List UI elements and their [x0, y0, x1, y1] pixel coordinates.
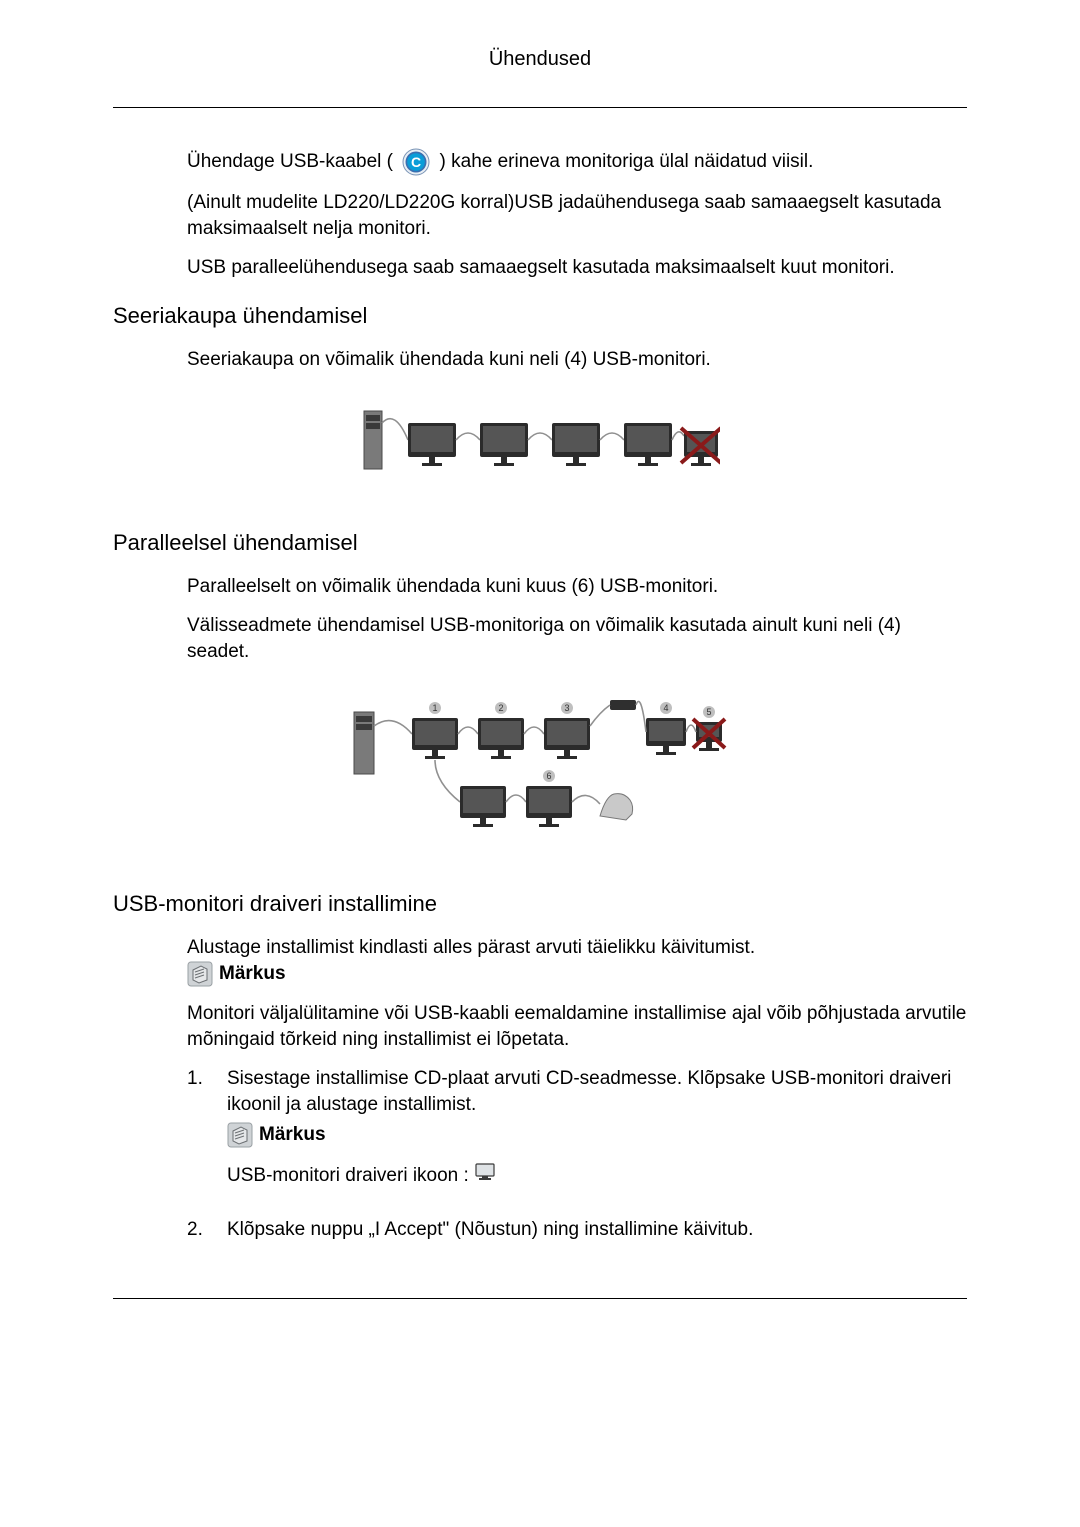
- step1-sub: USB-monitori draiveri ikoon :: [227, 1165, 469, 1186]
- note-label: Märkus: [259, 1122, 326, 1148]
- note-label: Märkus: [219, 963, 286, 985]
- svg-text:C: C: [411, 154, 421, 170]
- serial-p1: Seeriakaupa on võimalik ühendada kuni ne…: [187, 347, 967, 373]
- svg-text:6: 6: [546, 771, 551, 781]
- svg-text:5: 5: [706, 707, 711, 717]
- footer-rule: [113, 1298, 967, 1299]
- parallel-p2: Välisseadmete ühendamisel USB-monitoriga…: [187, 613, 967, 664]
- svg-text:1: 1: [432, 703, 437, 713]
- serial-figure: [113, 401, 967, 486]
- usb-c-badge-icon: C: [402, 148, 430, 176]
- note-icon: [187, 961, 213, 987]
- install-p2: Monitori väljalülitamine või USB-kaabli …: [187, 1001, 967, 1052]
- parallel-heading: Paralleelsel ühendamisel: [113, 530, 967, 556]
- note-icon: [227, 1122, 253, 1148]
- intro-line1-post: ) kahe erineva monitoriga ülal näidatud …: [440, 151, 814, 172]
- intro-line1-pre: Ühendage USB-kaabel (: [187, 151, 393, 172]
- parallel-p1: Paralleelselt on võimalik ühendada kuni …: [187, 574, 967, 600]
- intro-line1: Ühendage USB-kaabel ( C ) kahe erineva m…: [187, 148, 967, 176]
- step2-text: Klõpsake nuppu „I Accept" (Nõustun) ning…: [227, 1219, 753, 1240]
- install-p1: Alustage installimist kindlasti alles pä…: [187, 935, 967, 961]
- intro-line2: (Ainult mudelite LD220/LD220G korral)USB…: [187, 190, 967, 241]
- page-header: Ühendused: [113, 48, 967, 77]
- driver-monitor-icon: [474, 1162, 496, 1190]
- svg-text:2: 2: [498, 703, 503, 713]
- intro-line3: USB paralleelühendusega saab samaaegselt…: [187, 255, 967, 281]
- parallel-figure: 1 2 3 4 5 6: [113, 692, 967, 847]
- install-heading: USB-monitori draiveri installimine: [113, 891, 967, 917]
- step1-text: Sisestage installimise CD-plaat arvuti C…: [227, 1068, 951, 1115]
- svg-text:3: 3: [564, 703, 569, 713]
- svg-text:4: 4: [663, 703, 668, 713]
- serial-heading: Seeriakaupa ühendamisel: [113, 303, 967, 329]
- step-number: 1.: [187, 1066, 209, 1203]
- step-number: 2.: [187, 1217, 209, 1243]
